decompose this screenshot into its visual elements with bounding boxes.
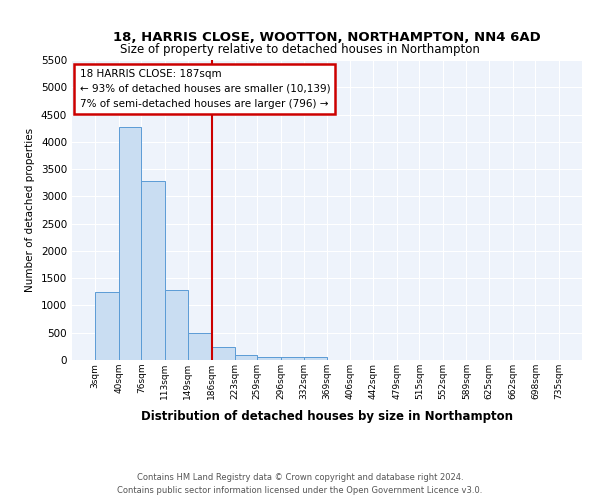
- Bar: [188, 334, 211, 360]
- Bar: [235, 355, 257, 360]
- Bar: [119, 126, 142, 360]
- Y-axis label: Number of detached properties: Number of detached properties: [25, 128, 35, 292]
- Bar: [281, 357, 304, 360]
- Title: 18, HARRIS CLOSE, WOOTTON, NORTHAMPTON, NN4 6AD: 18, HARRIS CLOSE, WOOTTON, NORTHAMPTON, …: [113, 30, 541, 44]
- Text: Size of property relative to detached houses in Northampton: Size of property relative to detached ho…: [120, 42, 480, 56]
- Bar: [304, 357, 327, 360]
- Bar: [257, 356, 281, 360]
- Text: 18 HARRIS CLOSE: 187sqm
← 93% of detached houses are smaller (10,139)
7% of semi: 18 HARRIS CLOSE: 187sqm ← 93% of detache…: [80, 69, 330, 108]
- Bar: [142, 181, 165, 360]
- Text: Contains HM Land Registry data © Crown copyright and database right 2024.
Contai: Contains HM Land Registry data © Crown c…: [118, 474, 482, 495]
- Bar: [95, 292, 119, 360]
- Bar: [165, 290, 188, 360]
- X-axis label: Distribution of detached houses by size in Northampton: Distribution of detached houses by size …: [141, 410, 513, 424]
- Bar: [211, 348, 235, 360]
